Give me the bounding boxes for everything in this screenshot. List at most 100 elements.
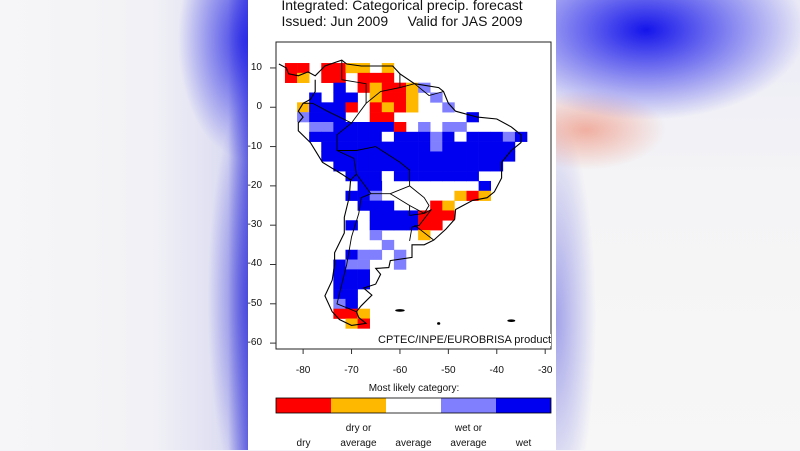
grid-cell — [369, 200, 383, 211]
grid-cell — [418, 230, 431, 241]
grid-cell — [430, 92, 443, 103]
grid-cell — [369, 131, 383, 142]
country-border — [414, 224, 435, 241]
grid-cell — [333, 151, 346, 162]
grid-cell — [345, 161, 358, 172]
grid-cell — [405, 102, 419, 113]
legend-swatch — [441, 398, 496, 413]
legend-label-line2: average — [340, 438, 377, 449]
grid-cell — [345, 63, 358, 74]
grid-cell — [442, 121, 455, 133]
y-tick-label: -10 — [247, 140, 262, 152]
grid-cell — [490, 161, 504, 172]
grid-cell — [369, 102, 383, 113]
grid-cell — [393, 151, 407, 162]
grid-cell — [430, 151, 443, 162]
grid-cell — [369, 82, 383, 93]
grid-cell — [405, 131, 419, 142]
grid-cell — [333, 308, 346, 319]
grid-cell — [405, 210, 419, 221]
grid-cell — [478, 151, 492, 162]
grid-cell — [442, 210, 455, 221]
grid-cell — [454, 190, 467, 201]
grid-cell — [369, 180, 383, 192]
grid-cell — [393, 141, 407, 152]
grid-cell — [369, 121, 383, 133]
grid-cell — [345, 131, 358, 142]
grid-cell — [442, 200, 455, 211]
legend-category-label: dry or average — [331, 421, 387, 451]
y-tick-label: -20 — [247, 179, 262, 191]
x-tick-label: -40 — [489, 365, 504, 376]
credit-text: CPTEC/INPE/EUROBRISA product — [378, 334, 551, 346]
grid-cell — [357, 151, 370, 162]
grid-cell — [393, 121, 407, 133]
grid-cell — [381, 72, 395, 83]
grid-cell — [309, 121, 322, 133]
grid-cell — [442, 102, 455, 113]
grid-cell — [418, 121, 431, 133]
legend-swatch — [386, 398, 441, 413]
legend-label-line1 — [386, 421, 442, 436]
grid-cell — [405, 141, 419, 152]
grid-cell — [345, 102, 358, 113]
grid-cell — [381, 239, 395, 251]
legend-label-line2: average — [450, 438, 487, 449]
country-border — [409, 205, 432, 241]
grid-cell — [321, 112, 334, 123]
grid-cell — [418, 161, 431, 172]
forecast-grid — [284, 63, 528, 329]
grid-cell — [357, 180, 370, 192]
grid-cell — [381, 220, 395, 231]
grid-cell — [381, 210, 395, 221]
legend-label-line2: wet — [515, 438, 532, 449]
country-border — [399, 83, 444, 96]
country-border — [336, 173, 372, 313]
grid-cell — [418, 131, 431, 142]
country-border — [337, 146, 411, 195]
grid-cell — [345, 308, 358, 319]
grid-cell — [430, 131, 443, 142]
grid-cell — [333, 141, 346, 152]
grid-cell — [393, 92, 407, 103]
grid-cell — [369, 112, 383, 123]
grid-cell — [393, 102, 407, 113]
legend-label-line1: dry or — [345, 423, 372, 434]
grid-cell — [393, 171, 407, 182]
grid-cell — [321, 141, 334, 152]
grid-cell — [369, 230, 383, 241]
x-tick-label: -60 — [392, 365, 408, 376]
grid-cell — [357, 279, 370, 290]
grid-cell — [466, 131, 479, 142]
grid-cell — [393, 259, 407, 270]
y-tick-label: 10 — [250, 61, 262, 73]
grid-cell — [478, 180, 492, 192]
grid-cell — [466, 190, 479, 201]
grid-cell — [381, 102, 395, 113]
legend-category-label: average — [386, 421, 442, 451]
grid-cell — [321, 72, 334, 83]
grid-cell — [442, 151, 455, 162]
coastline-path — [278, 59, 522, 326]
grid-cell — [478, 190, 492, 201]
grid-cell — [345, 249, 358, 260]
grid-cell — [393, 249, 407, 260]
grid-cell — [405, 92, 419, 103]
blurred-background-left — [0, 0, 248, 450]
grid-cell — [466, 151, 479, 162]
grid-cell — [345, 259, 358, 270]
country-border — [365, 73, 401, 104]
y-tick-label: -40 — [247, 258, 262, 270]
grid-cell — [381, 92, 395, 103]
grid-cell — [393, 131, 407, 142]
island — [507, 319, 516, 322]
coastline — [278, 59, 522, 326]
grid-cell — [345, 298, 358, 310]
grid-cell — [369, 151, 383, 162]
grid-cell — [333, 92, 346, 103]
grid-cell — [381, 112, 395, 123]
grid-cell — [466, 141, 479, 152]
legend-category-label: wet or average — [441, 421, 497, 451]
legend-swatch — [331, 398, 386, 413]
country-border — [341, 60, 367, 124]
